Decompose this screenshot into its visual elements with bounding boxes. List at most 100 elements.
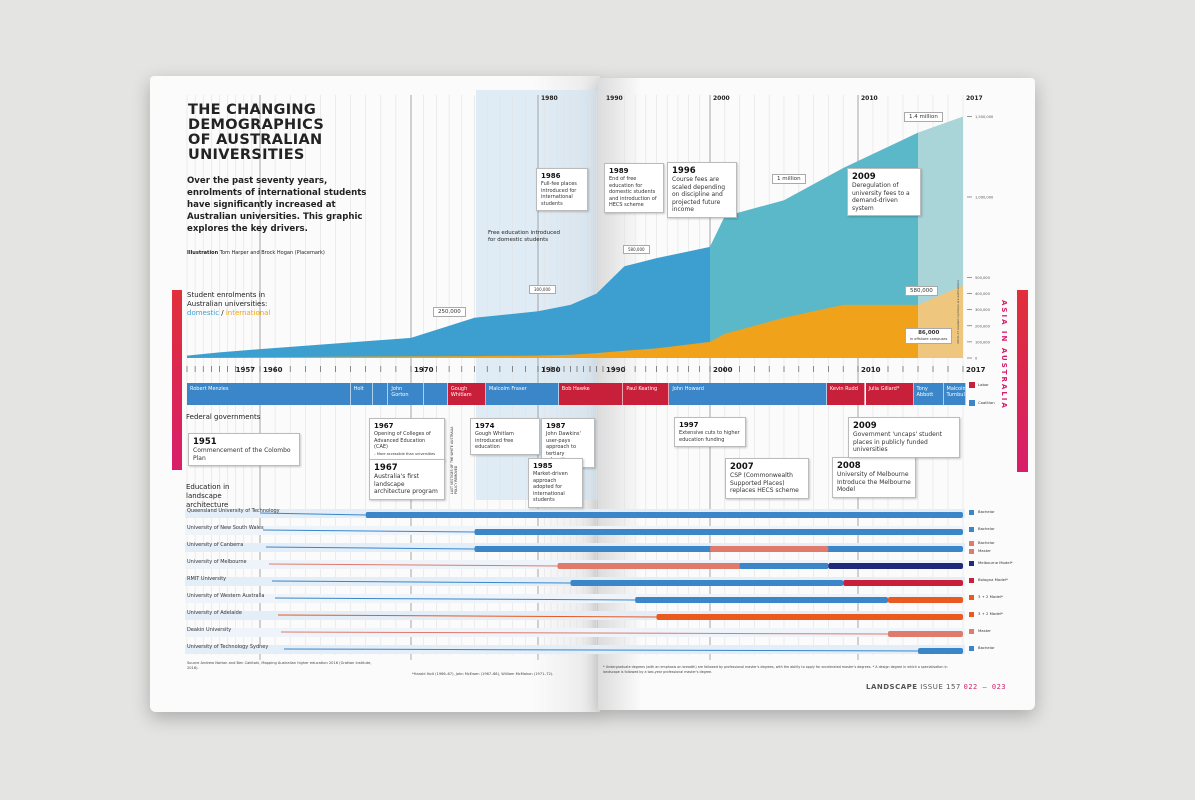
event-text: Government 'uncaps' student places in pu… <box>853 431 942 453</box>
enrolments-text: Student enrolments in Australian univers… <box>187 291 268 308</box>
degree-label: Bologna Model* <box>978 577 1008 582</box>
event-year: 2008 <box>837 461 861 471</box>
event-year: 1985 <box>533 462 553 470</box>
source-note: Source Andrew Norton and Ben Cakitaki, M… <box>187 661 372 670</box>
program-lead-line <box>283 648 919 652</box>
program-lead-line <box>280 631 889 635</box>
program-bar <box>888 631 963 637</box>
event-callout: 2007 CSP (Commonwealth Supported Places) … <box>725 458 809 499</box>
program-bar <box>474 529 963 535</box>
degree-label: Master <box>978 548 991 553</box>
university-row-band <box>185 611 965 620</box>
program-lead-line <box>259 512 366 516</box>
government-segment: Bob Hawke <box>558 383 624 405</box>
label-300k: 300,000 <box>529 285 556 294</box>
event-year: 1996 <box>672 166 696 176</box>
degree-swatch <box>969 541 974 546</box>
labor-legend: Labor <box>978 382 989 387</box>
labor-swatch <box>969 382 975 388</box>
program-bar <box>656 614 963 620</box>
government-segment: John Gorton <box>388 383 424 405</box>
legend-international: international <box>225 309 271 317</box>
event-year: 2009 <box>853 421 877 431</box>
event-year: 1989 <box>609 167 629 175</box>
y-tick-label: 200,000 <box>975 324 991 328</box>
program-bar <box>710 546 829 552</box>
federal-governments-label: Federal governments <box>186 413 261 421</box>
event-subtext: – More accessible than universities <box>374 451 436 456</box>
event-year: 1987 <box>546 422 566 430</box>
event-text: End of free education for domestic stude… <box>609 176 657 208</box>
university-name: University of Adelaide <box>187 610 242 616</box>
event-callout: 1967 Opening of Colleges of Advanced Educ… <box>369 418 445 461</box>
program-bar <box>739 563 829 569</box>
event-text: CSP (Commonwealth Supported Places) repl… <box>730 472 799 494</box>
year-tick-label: 1957 <box>236 366 256 374</box>
government-segment: Gough Whitlam <box>447 383 486 405</box>
credit-label: Illustration <box>187 250 219 256</box>
y-tick-label: 500,000 <box>975 276 991 280</box>
y-tick-label: 1,500,000 <box>975 115 994 119</box>
event-text: Gough Whitlam introduced free education <box>475 431 514 450</box>
degree-label: Melbourne Model* <box>978 560 1013 565</box>
event-text: Market-driven approach adopted for inter… <box>533 471 568 503</box>
degree-label: 3 + 2 Model* <box>978 594 1003 599</box>
degree-swatch <box>969 612 974 617</box>
folio-pages: 022 – 023 <box>963 683 1007 691</box>
event-callout: 2009 Government 'uncaps' student places i… <box>848 417 960 458</box>
degree-swatch <box>969 646 974 651</box>
event-text: Opening of Colleges of Advanced Educatio… <box>374 431 431 450</box>
degree-swatch <box>969 561 974 566</box>
event-callout: 1967 Australia's first landscape architec… <box>369 459 445 500</box>
credit-text: Tom Harper and Brock Hogan (Placemark) <box>219 250 325 256</box>
degree-swatch <box>969 595 974 600</box>
university-name: RMIT University <box>187 576 227 582</box>
event-callout: 1951 Commencement of the Colombo Plan <box>188 433 300 466</box>
coalition-swatch <box>969 400 975 406</box>
y-tick-label: 400,000 <box>975 292 991 296</box>
university-name: University of Technology Sydney <box>187 644 269 650</box>
event-text: Full-fee places introduced for internati… <box>541 181 577 207</box>
event-year: 1967 <box>374 422 394 430</box>
side-label: ASIA IN AUSTRALIA <box>1000 300 1008 410</box>
event-callout: 1974 Gough Whitlam introduced free educat… <box>470 418 540 455</box>
y-tick-label: 300,000 <box>975 308 991 312</box>
event-text: Commencement of the Colombo Plan <box>193 447 291 462</box>
event-text: Deregulation of university fees to a dem… <box>852 182 910 212</box>
offshore-text: in offshore campuses <box>910 337 948 341</box>
university-name: University of New South Wales <box>187 525 264 531</box>
label-580k: 580,000 <box>623 245 650 254</box>
program-bar <box>570 580 844 586</box>
government-segment <box>373 383 389 405</box>
year-tick-label: 2017 <box>966 366 986 374</box>
event-callout: 1997 Extensive cuts to higher education f… <box>674 417 746 447</box>
free-education-label: Free education introduced for domestic s… <box>488 230 561 243</box>
event-year: 1986 <box>541 172 561 180</box>
university-name: University of Western Australia <box>187 593 265 599</box>
event-text: Course fees are scaled depending on disc… <box>672 176 726 213</box>
program-lead-line <box>268 563 558 567</box>
degree-swatch <box>969 549 974 554</box>
enrolments-label: Student enrolments in Australian univers… <box>187 291 292 318</box>
label-offshore: 86,000 in offshore campuses <box>905 328 953 344</box>
event-text: Extensive cuts to higher education fundi… <box>679 430 740 443</box>
year-tick-label: 1990 <box>606 95 623 102</box>
degree-label: Bachelor <box>978 526 995 531</box>
page-title: THE CHANGING DEMOGRAPHICS OF AUSTRALIAN … <box>188 102 325 163</box>
government-segment: Malcolm Turnbull <box>943 383 966 405</box>
offshore-number: 86,000 <box>918 330 940 336</box>
degree-label: 3 + 2 Model* <box>978 611 1003 616</box>
university-name: Queensland University of Technology <box>187 508 280 514</box>
program-lead-line <box>265 546 475 550</box>
program-lead-line <box>277 614 657 618</box>
year-tick-label: 1990 <box>606 366 626 374</box>
folio-magazine: LANDSCAPE <box>866 683 918 691</box>
label-1-4m: 1.4 million <box>904 112 943 122</box>
event-callout: 2009 Deregulation of university fees to a… <box>847 168 921 216</box>
program-bar <box>365 512 963 518</box>
degree-label: Bachelor <box>978 509 995 514</box>
event-year: 1967 <box>374 463 398 473</box>
degree-label: Bachelor <box>978 645 995 650</box>
pm-note: *Harold Holt (1966–67), John McEwen (196… <box>412 672 554 676</box>
government-segment: John Howard <box>669 383 827 405</box>
